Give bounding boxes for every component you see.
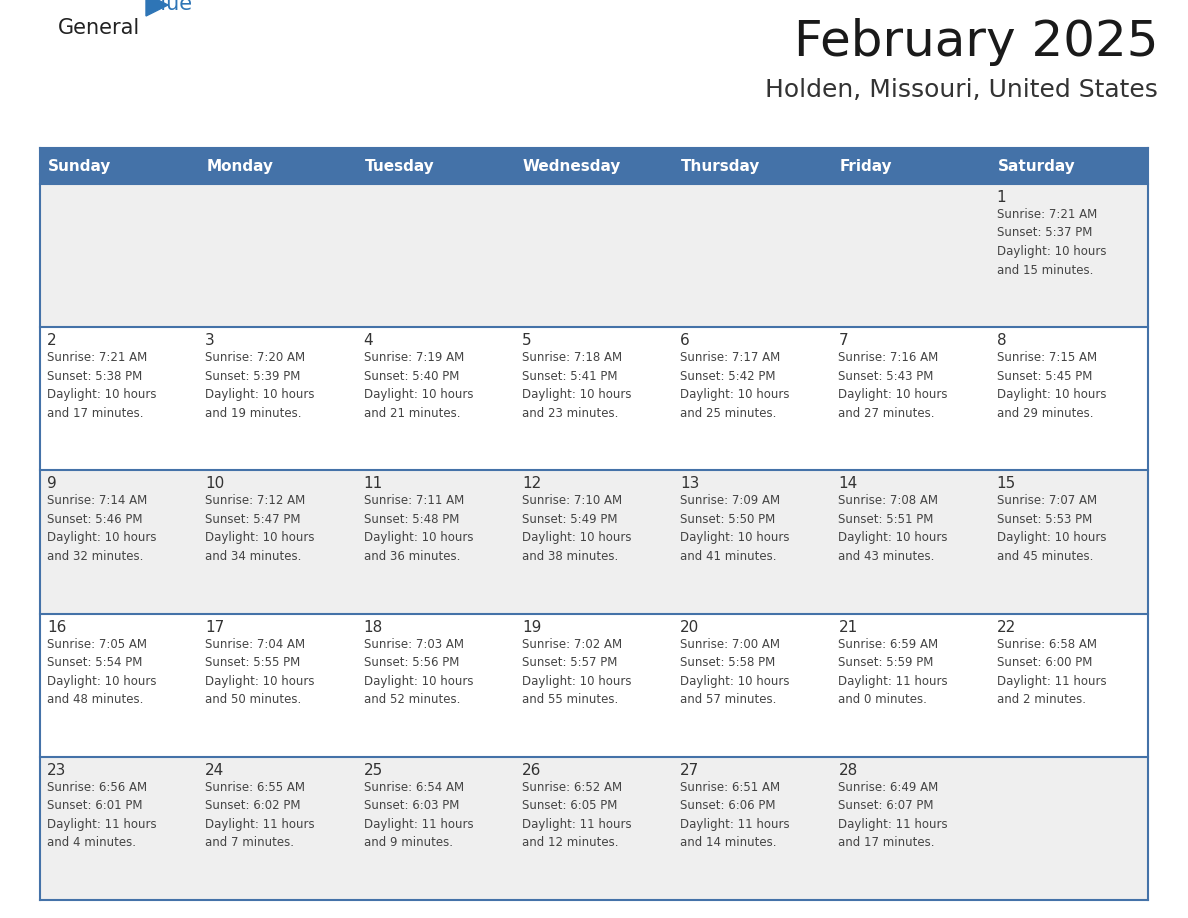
Text: 16: 16 xyxy=(48,620,67,634)
Text: 22: 22 xyxy=(997,620,1016,634)
Text: Sunrise: 7:10 AM
Sunset: 5:49 PM
Daylight: 10 hours
and 38 minutes.: Sunrise: 7:10 AM Sunset: 5:49 PM Dayligh… xyxy=(522,495,631,563)
Text: Sunrise: 7:02 AM
Sunset: 5:57 PM
Daylight: 10 hours
and 55 minutes.: Sunrise: 7:02 AM Sunset: 5:57 PM Dayligh… xyxy=(522,638,631,706)
Bar xyxy=(832,148,990,184)
Text: 2: 2 xyxy=(48,333,57,348)
Text: 14: 14 xyxy=(839,476,858,491)
Text: Sunrise: 7:08 AM
Sunset: 5:51 PM
Daylight: 10 hours
and 43 minutes.: Sunrise: 7:08 AM Sunset: 5:51 PM Dayligh… xyxy=(839,495,948,563)
Text: Sunrise: 7:18 AM
Sunset: 5:41 PM
Daylight: 10 hours
and 23 minutes.: Sunrise: 7:18 AM Sunset: 5:41 PM Dayligh… xyxy=(522,352,631,420)
Text: 4: 4 xyxy=(364,333,373,348)
Text: Sunrise: 7:19 AM
Sunset: 5:40 PM
Daylight: 10 hours
and 21 minutes.: Sunrise: 7:19 AM Sunset: 5:40 PM Dayligh… xyxy=(364,352,473,420)
Bar xyxy=(40,327,1148,470)
Text: 6: 6 xyxy=(681,333,690,348)
Bar xyxy=(674,148,832,184)
Text: 1: 1 xyxy=(997,190,1006,205)
Text: Sunrise: 7:05 AM
Sunset: 5:54 PM
Daylight: 10 hours
and 48 minutes.: Sunrise: 7:05 AM Sunset: 5:54 PM Dayligh… xyxy=(48,638,157,706)
Text: Sunrise: 7:03 AM
Sunset: 5:56 PM
Daylight: 10 hours
and 52 minutes.: Sunrise: 7:03 AM Sunset: 5:56 PM Dayligh… xyxy=(364,638,473,706)
Text: 23: 23 xyxy=(48,763,67,778)
Text: 27: 27 xyxy=(681,763,700,778)
Text: 18: 18 xyxy=(364,620,383,634)
Bar xyxy=(40,148,198,184)
Text: Sunrise: 6:54 AM
Sunset: 6:03 PM
Daylight: 11 hours
and 9 minutes.: Sunrise: 6:54 AM Sunset: 6:03 PM Dayligh… xyxy=(364,781,473,849)
Text: Sunrise: 6:52 AM
Sunset: 6:05 PM
Daylight: 11 hours
and 12 minutes.: Sunrise: 6:52 AM Sunset: 6:05 PM Dayligh… xyxy=(522,781,632,849)
Text: 21: 21 xyxy=(839,620,858,634)
Text: Saturday: Saturday xyxy=(998,159,1075,174)
Text: 26: 26 xyxy=(522,763,542,778)
Bar xyxy=(40,470,1148,613)
Text: Sunrise: 7:07 AM
Sunset: 5:53 PM
Daylight: 10 hours
and 45 minutes.: Sunrise: 7:07 AM Sunset: 5:53 PM Dayligh… xyxy=(997,495,1106,563)
Text: 3: 3 xyxy=(206,333,215,348)
Text: Wednesday: Wednesday xyxy=(523,159,621,174)
Text: 17: 17 xyxy=(206,620,225,634)
Bar xyxy=(198,148,356,184)
Text: 13: 13 xyxy=(681,476,700,491)
Polygon shape xyxy=(146,0,168,16)
Text: Sunrise: 6:55 AM
Sunset: 6:02 PM
Daylight: 11 hours
and 7 minutes.: Sunrise: 6:55 AM Sunset: 6:02 PM Dayligh… xyxy=(206,781,315,849)
Text: 10: 10 xyxy=(206,476,225,491)
Text: General: General xyxy=(58,18,140,38)
Text: Sunrise: 7:14 AM
Sunset: 5:46 PM
Daylight: 10 hours
and 32 minutes.: Sunrise: 7:14 AM Sunset: 5:46 PM Dayligh… xyxy=(48,495,157,563)
Text: 5: 5 xyxy=(522,333,531,348)
Text: 20: 20 xyxy=(681,620,700,634)
Text: 8: 8 xyxy=(997,333,1006,348)
Text: Sunday: Sunday xyxy=(48,159,112,174)
Bar xyxy=(514,148,674,184)
Text: Sunrise: 7:15 AM
Sunset: 5:45 PM
Daylight: 10 hours
and 29 minutes.: Sunrise: 7:15 AM Sunset: 5:45 PM Dayligh… xyxy=(997,352,1106,420)
Text: 9: 9 xyxy=(48,476,57,491)
Text: Tuesday: Tuesday xyxy=(365,159,435,174)
Bar xyxy=(356,148,514,184)
Text: Sunrise: 7:17 AM
Sunset: 5:42 PM
Daylight: 10 hours
and 25 minutes.: Sunrise: 7:17 AM Sunset: 5:42 PM Dayligh… xyxy=(681,352,790,420)
Text: Thursday: Thursday xyxy=(681,159,760,174)
Text: 11: 11 xyxy=(364,476,383,491)
Text: Holden, Missouri, United States: Holden, Missouri, United States xyxy=(765,78,1158,102)
Text: February 2025: February 2025 xyxy=(794,18,1158,66)
Text: Sunrise: 7:12 AM
Sunset: 5:47 PM
Daylight: 10 hours
and 34 minutes.: Sunrise: 7:12 AM Sunset: 5:47 PM Dayligh… xyxy=(206,495,315,563)
Text: Sunrise: 7:11 AM
Sunset: 5:48 PM
Daylight: 10 hours
and 36 minutes.: Sunrise: 7:11 AM Sunset: 5:48 PM Dayligh… xyxy=(364,495,473,563)
Bar xyxy=(990,148,1148,184)
Text: Sunrise: 7:04 AM
Sunset: 5:55 PM
Daylight: 10 hours
and 50 minutes.: Sunrise: 7:04 AM Sunset: 5:55 PM Dayligh… xyxy=(206,638,315,706)
Bar xyxy=(40,184,1148,327)
Bar xyxy=(40,756,1148,900)
Text: Sunrise: 6:51 AM
Sunset: 6:06 PM
Daylight: 11 hours
and 14 minutes.: Sunrise: 6:51 AM Sunset: 6:06 PM Dayligh… xyxy=(681,781,790,849)
Text: 12: 12 xyxy=(522,476,541,491)
Bar xyxy=(40,613,1148,756)
Text: Friday: Friday xyxy=(840,159,892,174)
Text: 7: 7 xyxy=(839,333,848,348)
Text: Sunrise: 6:59 AM
Sunset: 5:59 PM
Daylight: 11 hours
and 0 minutes.: Sunrise: 6:59 AM Sunset: 5:59 PM Dayligh… xyxy=(839,638,948,706)
Text: 25: 25 xyxy=(364,763,383,778)
Text: Sunrise: 6:56 AM
Sunset: 6:01 PM
Daylight: 11 hours
and 4 minutes.: Sunrise: 6:56 AM Sunset: 6:01 PM Dayligh… xyxy=(48,781,157,849)
Text: Monday: Monday xyxy=(207,159,273,174)
Text: Sunrise: 7:21 AM
Sunset: 5:37 PM
Daylight: 10 hours
and 15 minutes.: Sunrise: 7:21 AM Sunset: 5:37 PM Dayligh… xyxy=(997,208,1106,276)
Text: 24: 24 xyxy=(206,763,225,778)
Text: 19: 19 xyxy=(522,620,542,634)
Text: Sunrise: 7:20 AM
Sunset: 5:39 PM
Daylight: 10 hours
and 19 minutes.: Sunrise: 7:20 AM Sunset: 5:39 PM Dayligh… xyxy=(206,352,315,420)
Text: Sunrise: 6:58 AM
Sunset: 6:00 PM
Daylight: 11 hours
and 2 minutes.: Sunrise: 6:58 AM Sunset: 6:00 PM Dayligh… xyxy=(997,638,1106,706)
Text: Sunrise: 7:21 AM
Sunset: 5:38 PM
Daylight: 10 hours
and 17 minutes.: Sunrise: 7:21 AM Sunset: 5:38 PM Dayligh… xyxy=(48,352,157,420)
Text: Blue: Blue xyxy=(146,0,192,14)
Text: Sunrise: 7:09 AM
Sunset: 5:50 PM
Daylight: 10 hours
and 41 minutes.: Sunrise: 7:09 AM Sunset: 5:50 PM Dayligh… xyxy=(681,495,790,563)
Text: Sunrise: 6:49 AM
Sunset: 6:07 PM
Daylight: 11 hours
and 17 minutes.: Sunrise: 6:49 AM Sunset: 6:07 PM Dayligh… xyxy=(839,781,948,849)
Text: 15: 15 xyxy=(997,476,1016,491)
Text: 28: 28 xyxy=(839,763,858,778)
Text: Sunrise: 7:00 AM
Sunset: 5:58 PM
Daylight: 10 hours
and 57 minutes.: Sunrise: 7:00 AM Sunset: 5:58 PM Dayligh… xyxy=(681,638,790,706)
Text: Sunrise: 7:16 AM
Sunset: 5:43 PM
Daylight: 10 hours
and 27 minutes.: Sunrise: 7:16 AM Sunset: 5:43 PM Dayligh… xyxy=(839,352,948,420)
